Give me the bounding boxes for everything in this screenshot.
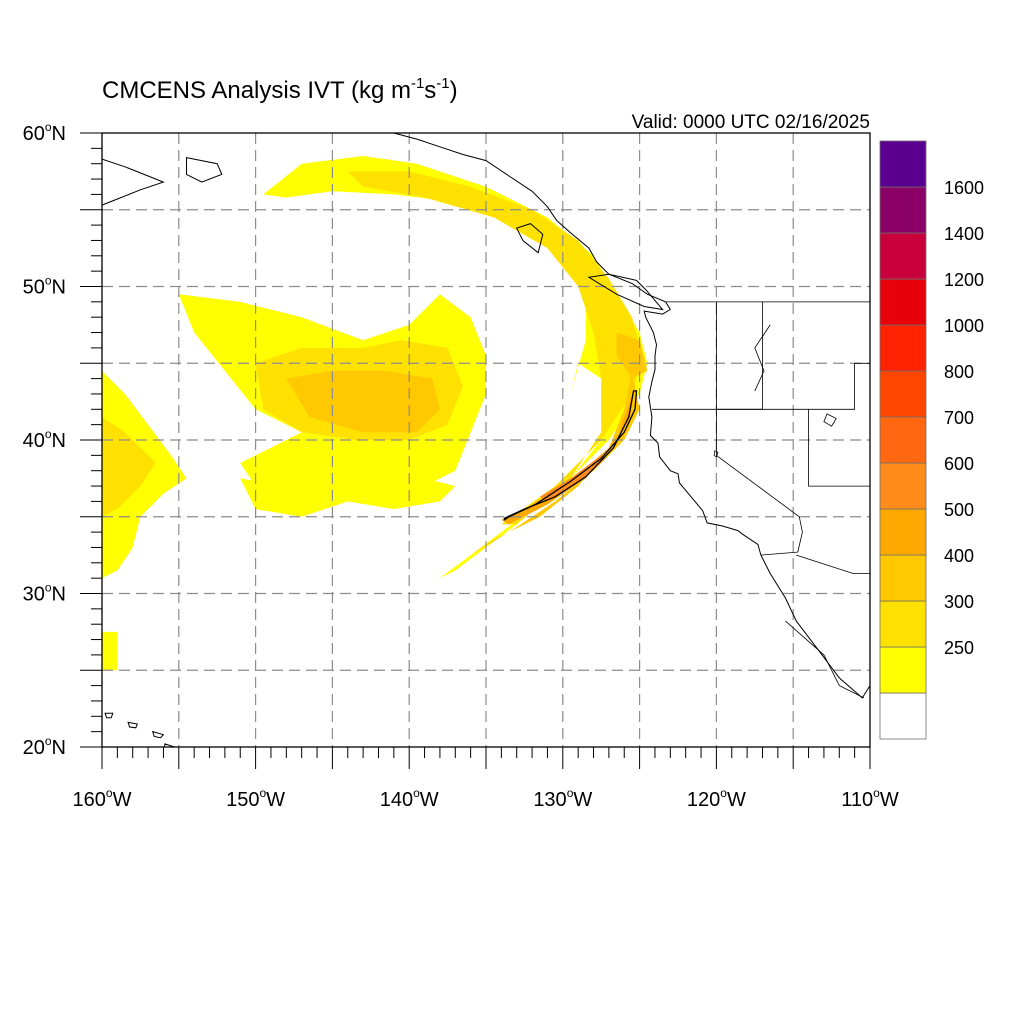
lat-tick-label: 20oN: [23, 734, 66, 759]
colorbar-label: 600: [944, 454, 974, 474]
colorbar-swatch: [879, 600, 927, 648]
lon-tick-label: 110oW: [841, 786, 899, 811]
lon-tick-label: 140oW: [380, 786, 439, 811]
colorbar-swatch: [879, 692, 927, 740]
political-border: [797, 516, 803, 553]
lat-tick-label: 40oN: [23, 427, 66, 452]
political-border: [796, 554, 870, 574]
colorbar-swatch: [879, 186, 927, 234]
ivt-colorbar: 250 300 400 500 600 700 800 1000 1200 1400 1600: [879, 140, 984, 740]
political-border: [760, 551, 798, 556]
hawaii-island-outline: [127, 721, 138, 729]
colorbar-label: 700: [944, 408, 974, 428]
kodiak-island-outline: [186, 156, 223, 183]
colorbar-swatch: [879, 370, 927, 418]
latitude-labels: 60oN 50oN 40oN 30oN 20oN: [23, 120, 66, 759]
colorbar-label: 250: [944, 638, 974, 658]
north-america-coastline: [393, 133, 870, 699]
hawaii-island-outline: [151, 730, 165, 739]
colorbar-label: 800: [944, 362, 974, 382]
coastlines-and-borders: [102, 133, 870, 747]
colorbar-swatch: [879, 232, 927, 280]
valid-time: Valid: 0000 UTC 02/16/2025: [632, 112, 870, 133]
lake-outline: [823, 413, 837, 427]
ivt-region-central-core-inner: [286, 370, 440, 433]
colorbar-swatch: [879, 554, 927, 602]
colorbar-label: 1200: [944, 270, 984, 290]
alaska-coastline: [102, 158, 165, 206]
longitude-labels: 160oW 150oW 140oW 130oW 120oW 110oW: [73, 786, 899, 811]
ivt-region-west-edge-core: [102, 417, 156, 517]
colorbar-label: 1000: [944, 316, 984, 336]
lon-tick-label: 130oW: [533, 786, 592, 811]
ivt-region-north-arc-core: [347, 171, 643, 525]
lat-tick-label: 30oN: [23, 581, 66, 606]
map-title: CMCENS Analysis IVT (kg m-1s-1): [102, 75, 458, 104]
haida-gwaii-outline: [515, 223, 544, 254]
colorbar-swatch: [879, 508, 927, 556]
lat-tick-label: 50oN: [23, 274, 66, 299]
political-border: [754, 324, 771, 392]
ivt-700-contour: [503, 390, 638, 521]
colorbar-swatch: [879, 646, 927, 694]
colorbar-swatch: [879, 462, 927, 510]
colorbar-label: 400: [944, 546, 974, 566]
ivt-region-small-patch: [102, 631, 118, 671]
political-border: [785, 620, 865, 699]
colorbar-swatch: [879, 416, 927, 464]
lat-lon-gridlines: [102, 133, 870, 747]
colorbar-label: 1400: [944, 224, 984, 244]
lon-tick-label: 160oW: [73, 786, 132, 811]
political-border: [651, 362, 870, 410]
vancouver-island-outline: [587, 273, 664, 311]
lat-tick-label: 60oN: [23, 120, 66, 145]
lake-outline: [713, 450, 719, 458]
colorbar-swatch: [879, 278, 927, 326]
colorbar-label: 300: [944, 592, 974, 612]
colorbar-label: 1600: [944, 178, 984, 198]
colorbar-label: 500: [944, 500, 974, 520]
axis-ticks: [80, 132, 871, 769]
hawaii-island-outline: [104, 712, 114, 719]
political-border: [808, 409, 870, 487]
political-border: [716, 409, 800, 518]
ivt-region-central-lower: [240, 478, 456, 517]
colorbar-swatch: [879, 140, 927, 188]
ivt-contour-line: [503, 390, 638, 521]
lon-tick-label: 150oW: [226, 786, 285, 811]
lon-tick-label: 120oW: [687, 786, 746, 811]
map-plot-area: [102, 133, 870, 747]
colorbar-swatch: [879, 324, 927, 372]
